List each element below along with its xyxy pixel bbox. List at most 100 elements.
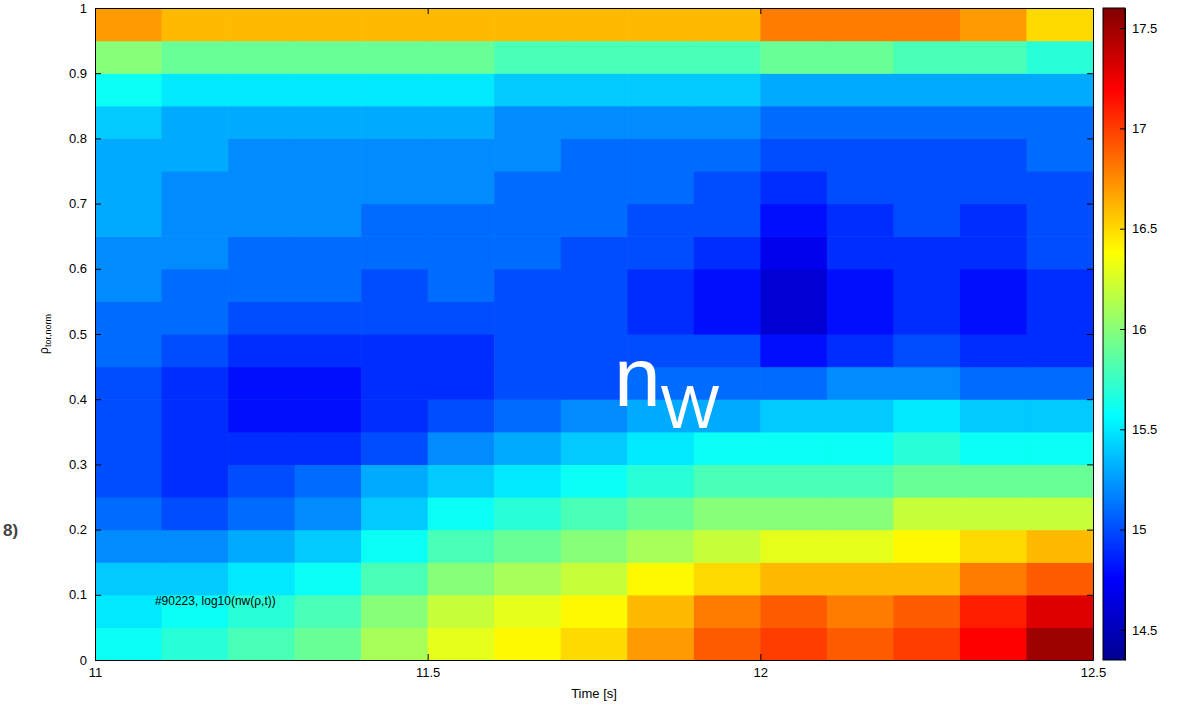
cell bbox=[694, 106, 761, 139]
cell bbox=[162, 73, 229, 106]
cell bbox=[162, 204, 229, 237]
cell bbox=[162, 138, 229, 171]
cell bbox=[494, 106, 561, 139]
cell bbox=[561, 432, 628, 465]
cell bbox=[95, 269, 162, 302]
cell bbox=[760, 8, 827, 41]
cell bbox=[827, 464, 894, 497]
cell bbox=[893, 464, 960, 497]
tick-mark bbox=[1087, 204, 1093, 205]
tick-label: 17 bbox=[1132, 121, 1146, 136]
cell bbox=[827, 432, 894, 465]
cell bbox=[827, 41, 894, 74]
annotation: nW bbox=[614, 330, 720, 441]
tick-mark bbox=[1120, 229, 1125, 230]
cell bbox=[1026, 41, 1093, 74]
cell bbox=[1026, 562, 1093, 595]
tick: 15 bbox=[1120, 522, 1146, 537]
cell bbox=[295, 204, 362, 237]
cell bbox=[295, 171, 362, 204]
cell bbox=[95, 106, 162, 139]
cell bbox=[428, 41, 495, 74]
cell bbox=[428, 301, 495, 334]
cell bbox=[1026, 171, 1093, 204]
cell bbox=[827, 334, 894, 367]
cell bbox=[627, 171, 694, 204]
cell bbox=[827, 497, 894, 530]
tick-mark bbox=[95, 464, 101, 465]
cell bbox=[893, 8, 960, 41]
cell bbox=[1026, 627, 1093, 660]
cell bbox=[95, 236, 162, 269]
colorbar-axis: 14.51515.51616.51717.5 bbox=[1120, 9, 1157, 661]
cell bbox=[361, 8, 428, 41]
cell bbox=[893, 562, 960, 595]
tick: 0.6 bbox=[69, 261, 101, 276]
cell bbox=[960, 73, 1027, 106]
cell bbox=[960, 138, 1027, 171]
tick bbox=[428, 8, 429, 14]
cell bbox=[95, 595, 162, 628]
tick bbox=[1087, 138, 1093, 139]
cell bbox=[428, 334, 495, 367]
cell bbox=[95, 497, 162, 530]
cell bbox=[561, 595, 628, 628]
cell bbox=[760, 497, 827, 530]
cell bbox=[228, 269, 295, 302]
cell bbox=[162, 367, 229, 400]
cell bbox=[494, 334, 561, 367]
tick bbox=[1087, 269, 1093, 270]
tick-mark bbox=[1120, 630, 1125, 631]
tick-label: 0.1 bbox=[69, 587, 87, 602]
cell bbox=[428, 627, 495, 660]
cell bbox=[361, 367, 428, 400]
tick-mark bbox=[95, 334, 101, 335]
tick-label: 0.2 bbox=[69, 522, 87, 537]
cell bbox=[760, 73, 827, 106]
tick-mark bbox=[1120, 530, 1125, 531]
cell bbox=[295, 236, 362, 269]
cell bbox=[228, 432, 295, 465]
tick-label: 11 bbox=[89, 665, 103, 680]
tick-label: 0.4 bbox=[69, 392, 87, 407]
cell bbox=[561, 138, 628, 171]
cell bbox=[893, 367, 960, 400]
cell bbox=[960, 171, 1027, 204]
tick-mark bbox=[428, 8, 429, 14]
cell bbox=[162, 497, 229, 530]
cell bbox=[627, 530, 694, 563]
cell bbox=[1026, 497, 1093, 530]
tick: 14.5 bbox=[1120, 623, 1157, 638]
cell bbox=[1026, 464, 1093, 497]
tick bbox=[1087, 595, 1093, 596]
cell bbox=[627, 204, 694, 237]
cell bbox=[361, 432, 428, 465]
x-axis: 1111.51212.5 bbox=[89, 654, 1106, 680]
cell bbox=[760, 106, 827, 139]
cell bbox=[627, 497, 694, 530]
colorbar bbox=[1103, 8, 1125, 660]
tick-label: 0.5 bbox=[69, 327, 87, 342]
tick-mark bbox=[1120, 128, 1125, 129]
cell bbox=[428, 106, 495, 139]
tick-mark bbox=[95, 73, 101, 74]
cell bbox=[627, 138, 694, 171]
cell bbox=[561, 269, 628, 302]
cell bbox=[561, 530, 628, 563]
cell bbox=[95, 530, 162, 563]
cell bbox=[295, 138, 362, 171]
cell bbox=[827, 171, 894, 204]
cell bbox=[295, 464, 362, 497]
cell bbox=[827, 301, 894, 334]
tick-label: 0.3 bbox=[69, 457, 87, 472]
cell bbox=[561, 8, 628, 41]
cell bbox=[295, 269, 362, 302]
tick bbox=[1087, 660, 1093, 661]
cell bbox=[893, 73, 960, 106]
cell bbox=[1026, 8, 1093, 41]
cell bbox=[561, 464, 628, 497]
cell bbox=[694, 73, 761, 106]
cell bbox=[428, 367, 495, 400]
cell bbox=[827, 269, 894, 302]
cell bbox=[1026, 138, 1093, 171]
